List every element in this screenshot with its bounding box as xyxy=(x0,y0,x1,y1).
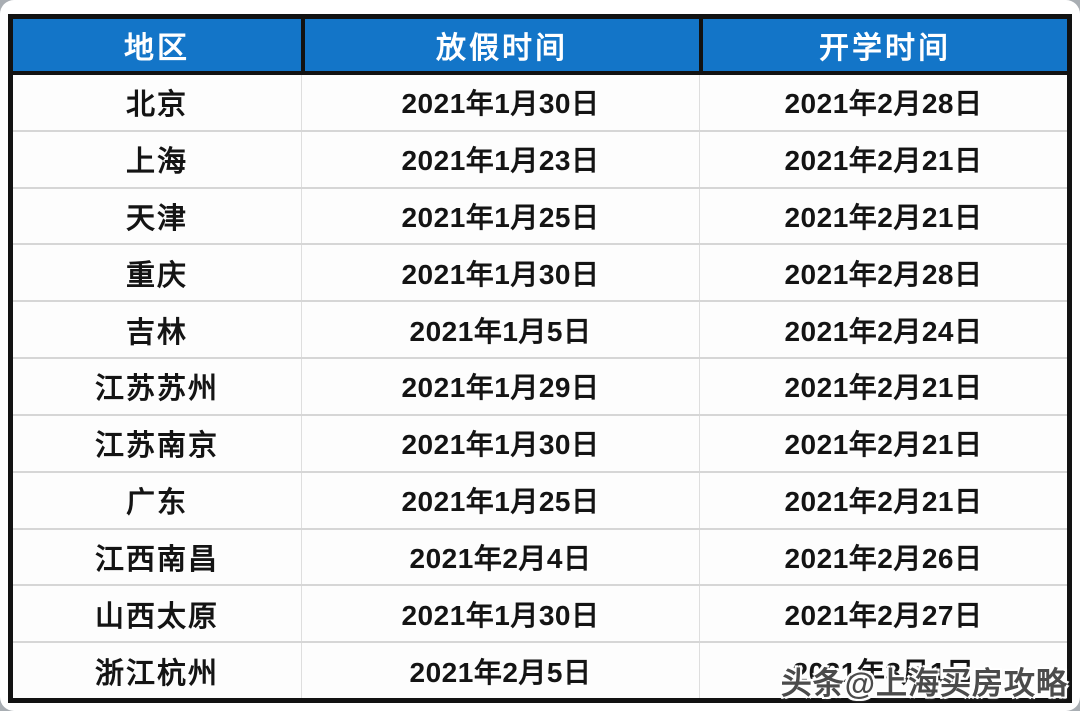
table-row: 山西太原 2021年1月30日 2021年2月27日 xyxy=(13,584,1067,642)
region-cell: 江苏南京 xyxy=(94,430,219,463)
region-cell: 天津 xyxy=(125,203,188,236)
region-cell: 北京 xyxy=(125,89,188,122)
school-start-date-cell: 2021年2月28日 xyxy=(699,75,1067,130)
holiday-date-cell: 2021年1月23日 xyxy=(301,131,699,187)
school-start-date-cell: 2021年2月21日 xyxy=(699,131,1067,187)
region-cell: 吉林 xyxy=(125,316,188,349)
region-cell: 江西南昌 xyxy=(94,543,219,576)
holiday-date-cell: 2021年1月29日 xyxy=(301,359,699,414)
school-start-date-cell: 2021年2月26日 xyxy=(699,529,1067,585)
column-header-holiday-date: 放假时间 xyxy=(301,19,699,71)
watermark: 头条@上海买房攻略 xyxy=(780,666,1068,701)
region-cell: 上海 xyxy=(125,146,188,179)
table-row: 上海 2021年1月23日 2021年2月21日 xyxy=(13,129,1067,187)
school-start-date-cell: 2021年2月28日 xyxy=(699,245,1067,301)
table-header-row: 地区 放假时间 开学时间 xyxy=(13,19,1067,75)
holiday-date-cell: 2021年2月5日 xyxy=(301,643,699,698)
holiday-date-cell: 2021年1月30日 xyxy=(301,415,699,471)
school-start-date-cell: 2021年2月21日 xyxy=(699,359,1067,414)
table-row: 吉林 2021年1月5日 2021年2月24日 xyxy=(13,300,1067,358)
table-row: 广东 2021年1月25日 2021年2月21日 xyxy=(13,470,1067,528)
region-cell: 浙江杭州 xyxy=(94,657,219,690)
school-start-date-cell: 2021年2月27日 xyxy=(699,586,1067,642)
school-start-date-cell: 2021年2月21日 xyxy=(699,415,1067,471)
school-start-date-cell: 2021年3月1日 xyxy=(699,643,1067,698)
region-cell: 广东 xyxy=(125,487,188,520)
table-row: 重庆 2021年1月30日 2021年2月28日 xyxy=(13,243,1067,301)
table-row: 天津 2021年1月25日 2021年2月21日 xyxy=(13,186,1067,244)
holiday-date-cell: 2021年1月30日 xyxy=(301,75,699,130)
table-row: 江苏南京 2021年1月30日 2021年2月21日 xyxy=(13,413,1067,471)
holiday-date-cell: 2021年2月4日 xyxy=(301,529,699,585)
school-start-date-cell: 2021年2月21日 xyxy=(699,472,1067,528)
holiday-date-cell: 2021年1月5日 xyxy=(301,302,699,358)
holiday-date-cell: 2021年1月30日 xyxy=(301,245,699,301)
column-header-region: 地区 xyxy=(124,32,190,65)
holiday-date-cell: 2021年1月30日 xyxy=(301,586,699,642)
table-row: 江苏苏州 2021年1月29日 2021年2月21日 xyxy=(13,357,1067,414)
table-row: 浙江杭州 2021年2月5日 2021年3月1日 xyxy=(13,641,1067,698)
holiday-date-cell: 2021年1月25日 xyxy=(301,472,699,528)
region-cell: 重庆 xyxy=(125,259,188,292)
school-start-date-cell: 2021年2月21日 xyxy=(699,188,1067,244)
table-row: 北京 2021年1月30日 2021年2月28日 xyxy=(13,75,1067,130)
column-header-school-start-date: 开学时间 xyxy=(699,19,1067,71)
vacation-schedule-table: 地区 放假时间 开学时间 北京 2021年1月30日 2021年2月28日 上海 202… xyxy=(8,14,1072,703)
table-row: 江西南昌 2021年2月4日 2021年2月26日 xyxy=(13,527,1067,585)
region-cell: 山西太原 xyxy=(94,600,219,633)
table-body: 北京 2021年1月30日 2021年2月28日 上海 2021年1月23日 2021年2… xyxy=(13,75,1067,698)
school-start-date-cell: 2021年2月24日 xyxy=(699,302,1067,358)
region-cell: 江苏苏州 xyxy=(94,373,219,406)
holiday-date-cell: 2021年1月25日 xyxy=(301,188,699,244)
